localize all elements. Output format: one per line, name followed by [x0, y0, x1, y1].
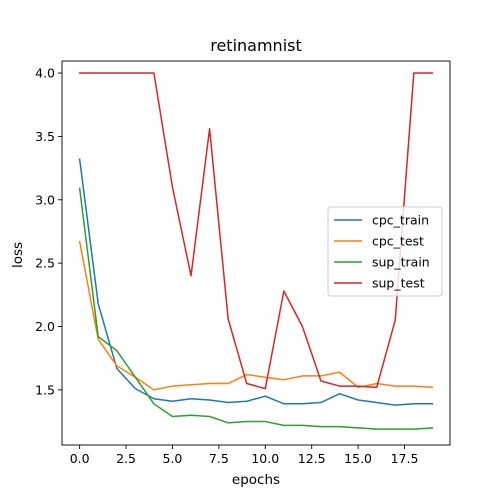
y-tick-label: 3.0: [35, 192, 55, 207]
y-tick-label: 1.5: [35, 382, 55, 397]
legend-box: [327, 206, 443, 297]
x-tick-label: 17.5: [391, 451, 419, 466]
x-axis-label: epochs: [232, 472, 280, 488]
x-tick-label: 15.0: [344, 451, 372, 466]
legend-label-cpc_train: cpc_train: [372, 213, 429, 228]
y-tick-label: 4.0: [35, 66, 55, 81]
axes: 0.0 2.5 5.0 7.5 10.0 12.5 15.0 17.5 1.5 2.0 2.5 3.0…: [35, 60, 451, 466]
y-tick-label: 2.5: [35, 256, 55, 271]
plot-area: [78, 72, 434, 430]
y-tick-label: 3.5: [35, 129, 55, 144]
y-axis-label: loss: [10, 242, 26, 268]
legend: cpc_train cpc_test sup_train sup_test: [327, 206, 443, 297]
series-line-cpc_test: [78, 240, 434, 391]
x-tick-label: 7.5: [209, 451, 229, 466]
x-tick-label: 12.5: [298, 451, 326, 466]
series-line-sup_test: [78, 72, 434, 390]
chart-title: retinamnist: [210, 36, 302, 55]
series-line-cpc_train: [78, 158, 434, 406]
series-line-sup_train: [78, 187, 434, 430]
x-tick-label: 10.0: [251, 451, 279, 466]
x-tick-label: 0.0: [70, 451, 90, 466]
legend-label-sup_train: sup_train: [372, 255, 430, 270]
y-tick-label: 2.0: [35, 319, 55, 334]
plot-frame: [61, 60, 451, 446]
legend-label-sup_test: sup_test: [372, 276, 425, 291]
x-tick-label: 5.0: [163, 451, 183, 466]
legend-label-cpc_test: cpc_test: [372, 234, 424, 249]
x-tick-label: 2.5: [116, 451, 136, 466]
